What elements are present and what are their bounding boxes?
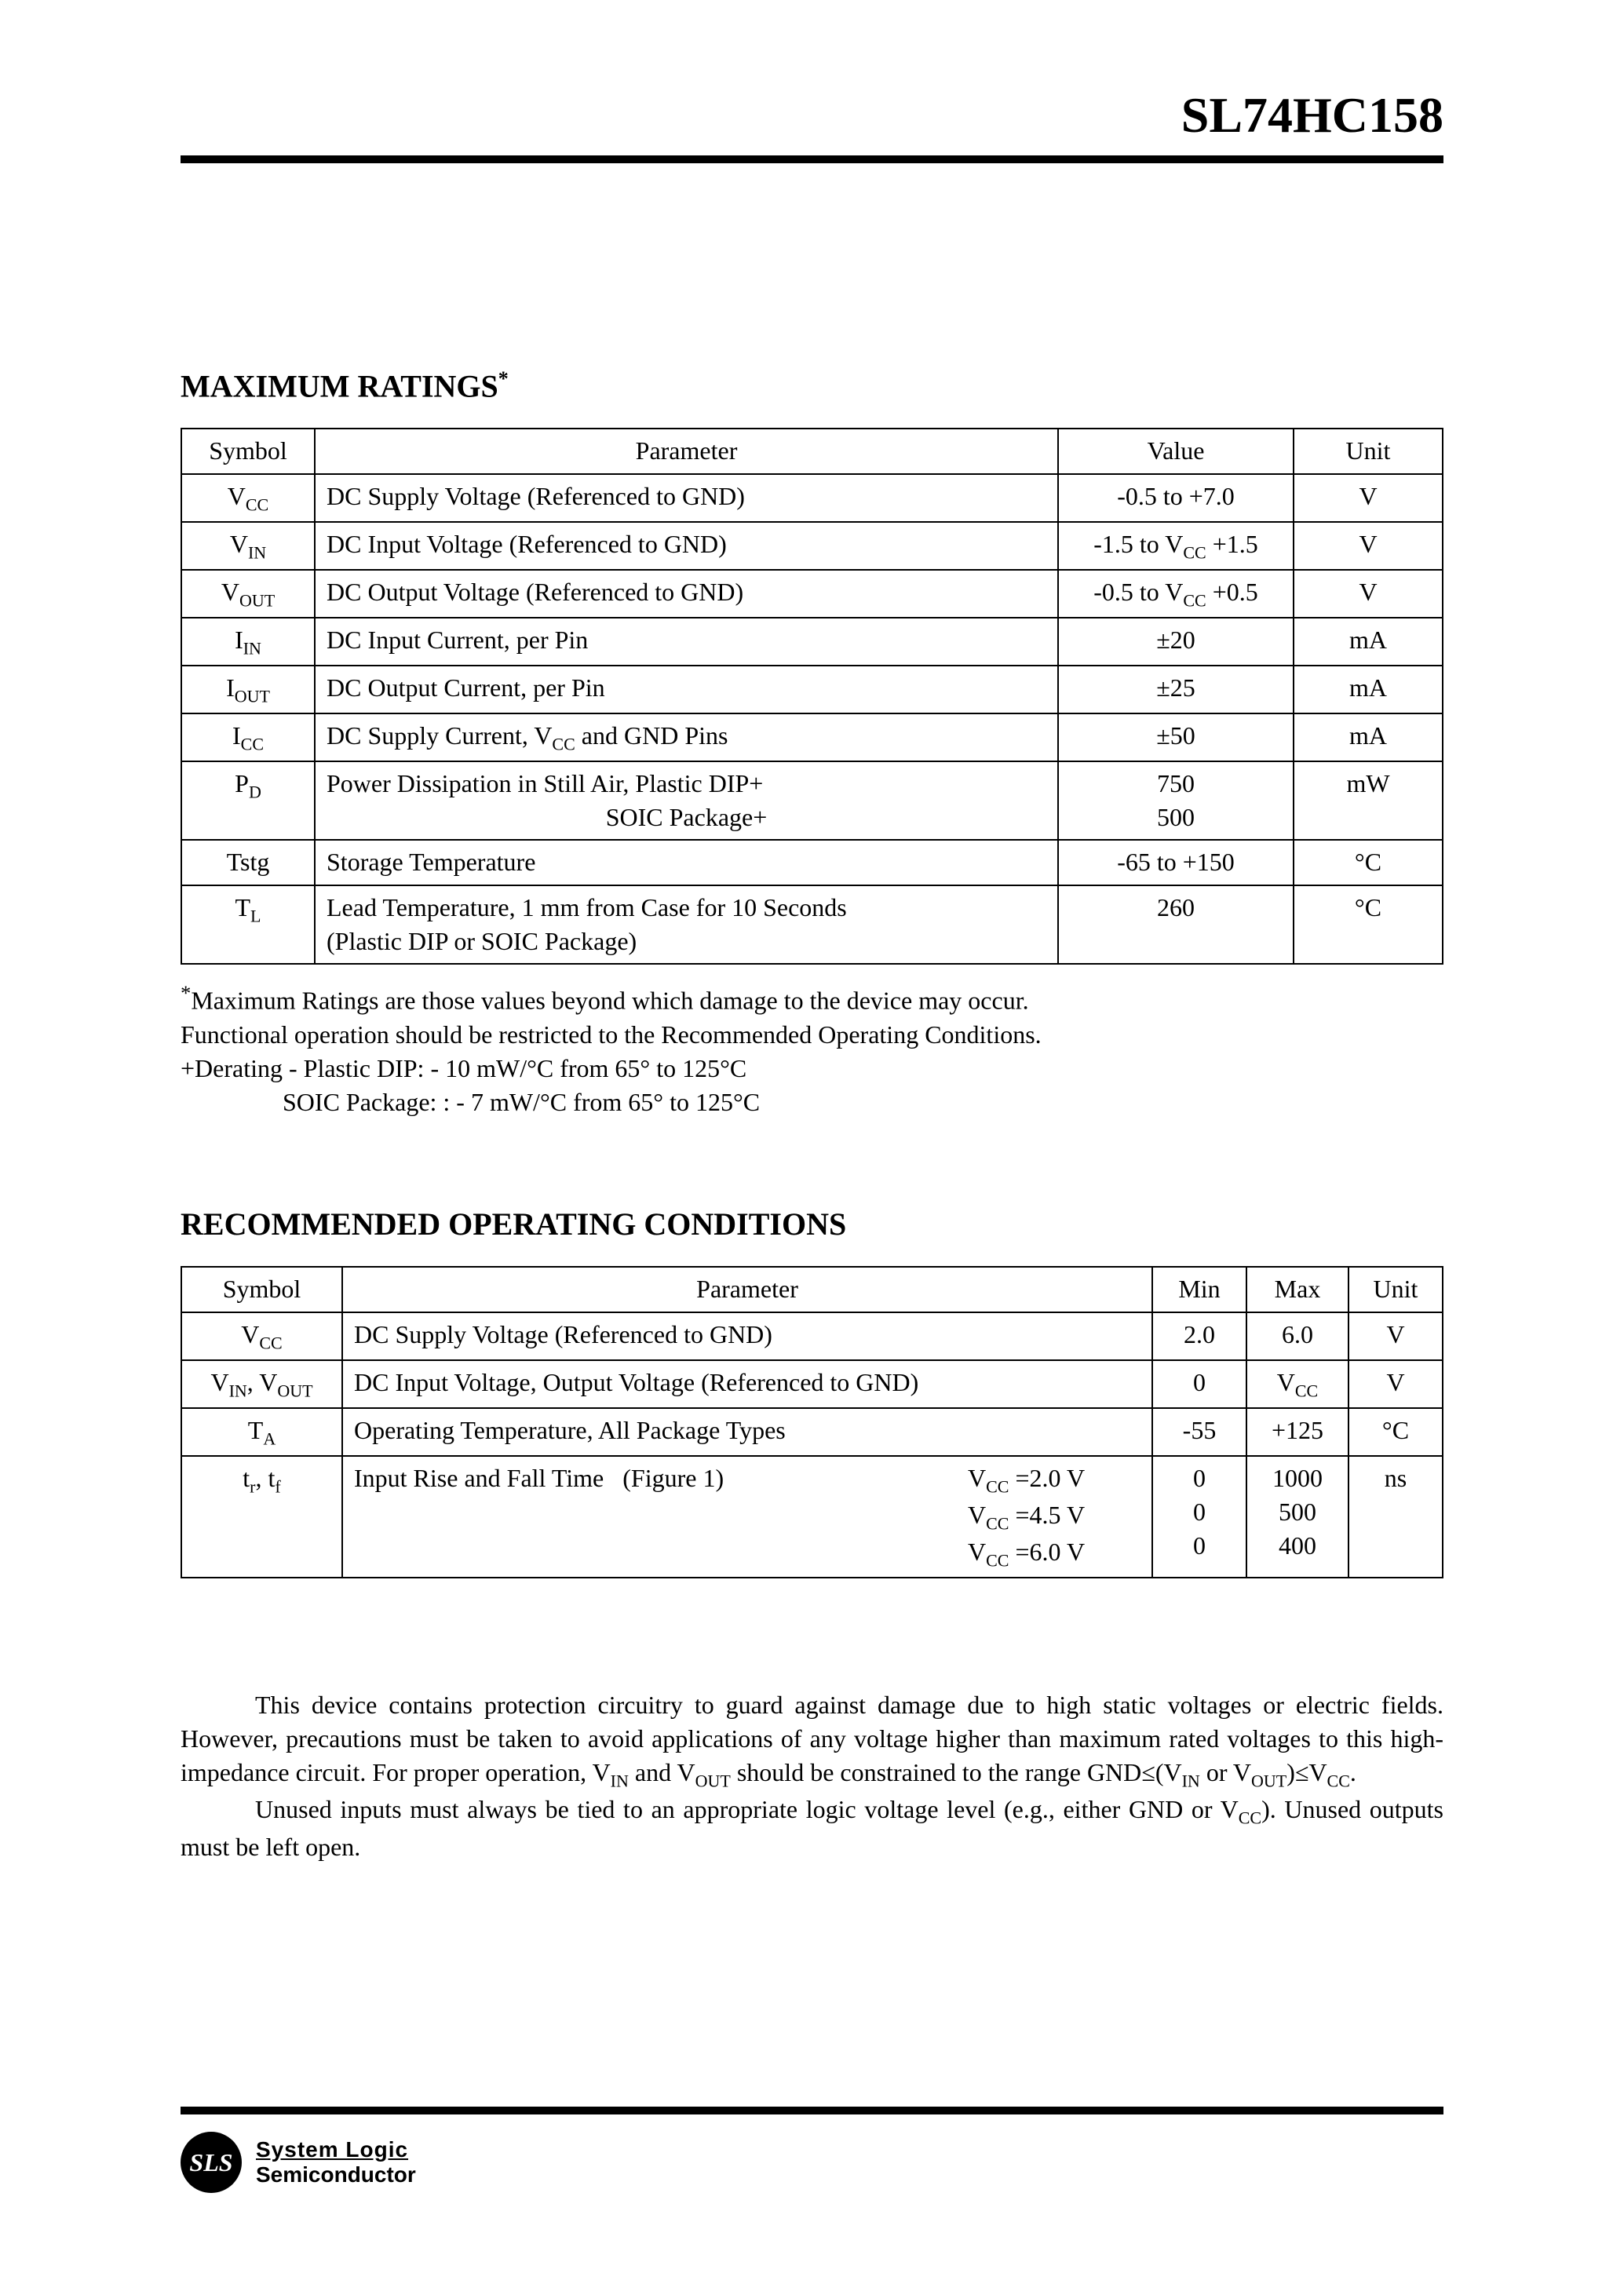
table-row: VOUTDC Output Voltage (Referenced to GND… xyxy=(181,570,1443,618)
cell-value: 750500 xyxy=(1058,761,1294,840)
cell-unit: V xyxy=(1348,1360,1443,1408)
table-row: VIN, VOUTDC Input Voltage, Output Voltag… xyxy=(181,1360,1443,1408)
cell-parameter: DC Supply Voltage (Referenced to GND) xyxy=(342,1312,1152,1360)
cell-value: -0.5 to +7.0 xyxy=(1058,474,1294,522)
recommended-table: Symbol Parameter Min Max Unit VCCDC Supp… xyxy=(181,1266,1443,1578)
page-footer: SLS System Logic Semiconductor xyxy=(181,2107,1443,2193)
cell-unit: °C xyxy=(1348,1408,1443,1456)
table-row: IOUTDC Output Current, per Pin±25mA xyxy=(181,666,1443,713)
cell-parameter: DC Input Voltage, Output Voltage (Refere… xyxy=(342,1360,1152,1408)
footer-line1: System Logic xyxy=(256,2137,416,2162)
table-header-row: Symbol Parameter Min Max Unit xyxy=(181,1267,1443,1312)
col-max: Max xyxy=(1246,1267,1348,1312)
table-row: PDPower Dissipation in Still Air, Plasti… xyxy=(181,761,1443,840)
body-paragraph-1: This device contains protection circuitr… xyxy=(181,1688,1443,1793)
section2-title: RECOMMENDED OPERATING CONDITIONS xyxy=(181,1206,1443,1242)
cell-symbol: VCC xyxy=(181,1312,342,1360)
cell-min: 2.0 xyxy=(1152,1312,1246,1360)
cell-min: 0 xyxy=(1152,1360,1246,1408)
cell-parameter: DC Output Voltage (Referenced to GND) xyxy=(315,570,1058,618)
cell-unit: °C xyxy=(1294,885,1443,964)
col-parameter: Parameter xyxy=(315,429,1058,473)
cell-symbol: TA xyxy=(181,1408,342,1456)
cell-value: ±20 xyxy=(1058,618,1294,666)
cell-value: ±25 xyxy=(1058,666,1294,713)
table-row: VCCDC Supply Voltage (Referenced to GND)… xyxy=(181,1312,1443,1360)
table-row: TAOperating Temperature, All Package Typ… xyxy=(181,1408,1443,1456)
cell-symbol: VOUT xyxy=(181,570,315,618)
cell-unit: V xyxy=(1294,522,1443,570)
col-min: Min xyxy=(1152,1267,1246,1312)
cell-parameter: Input Rise and Fall Time (Figure 1)VCC =… xyxy=(342,1456,1152,1578)
section-recommended: RECOMMENDED OPERATING CONDITIONS Symbol … xyxy=(181,1206,1443,1578)
col-parameter: Parameter xyxy=(342,1267,1152,1312)
cell-symbol: VCC xyxy=(181,474,315,522)
cell-parameter: DC Supply Current, VCC and GND Pins xyxy=(315,713,1058,761)
cell-symbol: IIN xyxy=(181,618,315,666)
col-symbol: Symbol xyxy=(181,429,315,473)
cell-value: ±50 xyxy=(1058,713,1294,761)
body-text: This device contains protection circuitr… xyxy=(181,1688,1443,1864)
footer-line2: Semiconductor xyxy=(256,2162,416,2187)
table-row: VINDC Input Voltage (Referenced to GND)-… xyxy=(181,522,1443,570)
cell-symbol: IOUT xyxy=(181,666,315,713)
col-symbol: Symbol xyxy=(181,1267,342,1312)
cell-parameter: DC Input Voltage (Referenced to GND) xyxy=(315,522,1058,570)
cell-parameter: Storage Temperature xyxy=(315,840,1058,885)
cell-max: VCC xyxy=(1246,1360,1348,1408)
cell-value: 260 xyxy=(1058,885,1294,964)
section1-title: MAXIMUM RATINGS* xyxy=(181,367,1443,404)
cell-symbol: tr, tf xyxy=(181,1456,342,1578)
table-row: TLLead Temperature, 1 mm from Case for 1… xyxy=(181,885,1443,964)
cell-value: -65 to +150 xyxy=(1058,840,1294,885)
cell-parameter: DC Output Current, per Pin xyxy=(315,666,1058,713)
cell-symbol: Tstg xyxy=(181,840,315,885)
table-row: TstgStorage Temperature-65 to +150°C xyxy=(181,840,1443,885)
cell-unit: V xyxy=(1294,570,1443,618)
cell-unit: V xyxy=(1348,1312,1443,1360)
cell-max: +125 xyxy=(1246,1408,1348,1456)
part-number: SL74HC158 xyxy=(181,86,1443,151)
cell-parameter: Operating Temperature, All Package Types xyxy=(342,1408,1152,1456)
page-header: SL74HC158 xyxy=(181,86,1443,163)
cell-min: 000 xyxy=(1152,1456,1246,1578)
cell-unit: mW xyxy=(1294,761,1443,840)
header-rule xyxy=(181,155,1443,163)
cell-symbol: ICC xyxy=(181,713,315,761)
table-row: tr, tfInput Rise and Fall Time (Figure 1… xyxy=(181,1456,1443,1578)
cell-min: -55 xyxy=(1152,1408,1246,1456)
body-paragraph-2: Unused inputs must always be tied to an … xyxy=(181,1793,1443,1863)
cell-symbol: TL xyxy=(181,885,315,964)
section-max-ratings: MAXIMUM RATINGS* Symbol Parameter Value … xyxy=(181,367,1443,1119)
cell-symbol: PD xyxy=(181,761,315,840)
max-ratings-notes: *Maximum Ratings are those values beyond… xyxy=(181,979,1443,1119)
max-ratings-table: Symbol Parameter Value Unit VCCDC Supply… xyxy=(181,428,1443,965)
cell-unit: mA xyxy=(1294,713,1443,761)
col-value: Value xyxy=(1058,429,1294,473)
cell-unit: °C xyxy=(1294,840,1443,885)
cell-max: 6.0 xyxy=(1246,1312,1348,1360)
cell-parameter: Power Dissipation in Still Air, Plastic … xyxy=(315,761,1058,840)
col-unit: Unit xyxy=(1294,429,1443,473)
table-row: ICCDC Supply Current, VCC and GND Pins±5… xyxy=(181,713,1443,761)
cell-unit: mA xyxy=(1294,618,1443,666)
cell-unit: ns xyxy=(1348,1456,1443,1578)
cell-unit: V xyxy=(1294,474,1443,522)
cell-symbol: VIN xyxy=(181,522,315,570)
col-unit: Unit xyxy=(1348,1267,1443,1312)
footer-rule xyxy=(181,2107,1443,2114)
cell-symbol: VIN, VOUT xyxy=(181,1360,342,1408)
table-row: VCCDC Supply Voltage (Referenced to GND)… xyxy=(181,474,1443,522)
cell-max: 1000500400 xyxy=(1246,1456,1348,1578)
cell-unit: mA xyxy=(1294,666,1443,713)
cell-value: -0.5 to VCC +0.5 xyxy=(1058,570,1294,618)
cell-parameter: Lead Temperature, 1 mm from Case for 10 … xyxy=(315,885,1058,964)
cell-parameter: DC Supply Voltage (Referenced to GND) xyxy=(315,474,1058,522)
sls-logo-badge: SLS xyxy=(181,2132,242,2193)
cell-parameter: DC Input Current, per Pin xyxy=(315,618,1058,666)
table-header-row: Symbol Parameter Value Unit xyxy=(181,429,1443,473)
cell-value: -1.5 to VCC +1.5 xyxy=(1058,522,1294,570)
footer-text: System Logic Semiconductor xyxy=(256,2137,416,2187)
table-row: IINDC Input Current, per Pin±20mA xyxy=(181,618,1443,666)
